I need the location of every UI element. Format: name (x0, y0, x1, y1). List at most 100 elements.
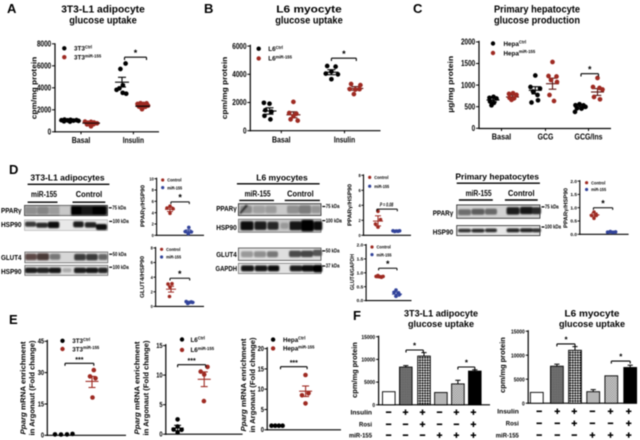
svg-text:15: 15 (156, 341, 162, 350)
svg-text:1000: 1000 (461, 81, 476, 90)
svg-text:6: 6 (152, 199, 155, 204)
svg-text:0: 0 (472, 124, 476, 133)
svg-text:3T3miR-155: 3T3miR-155 (72, 345, 100, 353)
svg-text:P = 0.08: P = 0.08 (380, 202, 394, 208)
svg-text:L6miR-155: L6miR-155 (191, 346, 215, 354)
svg-text:in Argonaut (Fold change): in Argonaut (Fold change) (144, 341, 151, 436)
svg-text:1.0: 1.0 (570, 205, 577, 210)
svg-text:20: 20 (258, 344, 264, 353)
svg-text:cpm/mg protein: cpm/mg protein (30, 56, 39, 119)
svg-text:75 kDa: 75 kDa (545, 205, 559, 211)
svg-text:Control: Control (377, 245, 391, 250)
svg-text:4: 4 (359, 203, 362, 208)
svg-text:3T3-L1 adipocytes: 3T3-L1 adipocytes (30, 172, 104, 182)
svg-text:*: * (134, 48, 138, 58)
svg-text:*: * (564, 336, 568, 345)
svg-text:in Argonaut (Fold change): in Argonaut (Fold change) (29, 341, 36, 436)
svg-text:L6 myocyte: L6 myocyte (276, 5, 342, 16)
svg-text:5000: 5000 (364, 380, 375, 386)
svg-text:15000: 15000 (511, 329, 525, 335)
svg-text:*: * (601, 198, 605, 208)
svg-text:37 kDa: 37 kDa (326, 264, 340, 270)
svg-text:0.5: 0.5 (357, 284, 364, 289)
svg-text:4000: 4000 (232, 70, 247, 79)
svg-text:Basal: Basal (272, 134, 291, 144)
svg-text:5: 5 (159, 400, 162, 409)
svg-text:F: F (353, 308, 361, 323)
svg-text:PPARγ/HSP90: PPARγ/HSP90 (564, 188, 570, 228)
svg-text:10000: 10000 (511, 353, 525, 359)
svg-text:15: 15 (38, 399, 44, 408)
svg-text:Basal: Basal (72, 135, 91, 145)
svg-text:2000: 2000 (461, 38, 476, 47)
svg-text:500: 500 (465, 102, 476, 111)
svg-text:100 kDa: 100 kDa (545, 225, 561, 231)
svg-text:3T3miR-155: 3T3miR-155 (74, 53, 102, 61)
svg-text:in Argonaut (Fold change): in Argonaut (Fold change) (250, 338, 257, 433)
svg-text:50 kDa: 50 kDa (326, 249, 340, 255)
svg-text:Control: Control (287, 190, 314, 199)
svg-text:1500: 1500 (461, 59, 476, 68)
svg-text:HSP90: HSP90 (433, 227, 454, 236)
svg-text:2000: 2000 (37, 106, 52, 115)
svg-text:GCG/Ins: GCG/Ins (575, 131, 603, 141)
svg-text:2: 2 (359, 218, 362, 223)
svg-text:8: 8 (359, 173, 362, 178)
svg-text:HepamiR-155: HepamiR-155 (504, 49, 536, 57)
svg-text:L6 myocyte: L6 myocyte (565, 309, 620, 320)
svg-text:100 kDa: 100 kDa (113, 265, 129, 271)
svg-text:0: 0 (261, 425, 264, 434)
svg-text:Primary hepatocyte: Primary hepatocyte (494, 5, 581, 16)
svg-text:0: 0 (522, 401, 525, 407)
svg-text:75 kDa: 75 kDa (326, 204, 340, 210)
svg-text:4: 4 (151, 275, 154, 280)
svg-text:15000: 15000 (361, 335, 375, 341)
svg-text:*: * (619, 353, 623, 362)
svg-text:HepaCtrl: HepaCtrl (504, 40, 527, 48)
svg-text:100 kDa: 100 kDa (326, 218, 342, 224)
svg-text:***: *** (188, 358, 196, 365)
svg-text:miR-155: miR-155 (496, 432, 519, 439)
svg-text:10: 10 (258, 385, 264, 394)
svg-text:miR-155: miR-155 (31, 190, 57, 199)
svg-text:D: D (9, 162, 18, 177)
svg-text:miR-155: miR-155 (466, 189, 492, 198)
svg-text:glucose uptake: glucose uptake (275, 15, 343, 26)
svg-text:HepaCtrl: HepaCtrl (283, 336, 305, 344)
svg-text:µg/mg protein: µg/mg protein (446, 55, 455, 112)
svg-text:0: 0 (152, 233, 155, 238)
svg-text:5: 5 (261, 405, 264, 414)
svg-text:4000: 4000 (37, 84, 52, 93)
svg-text:10: 10 (156, 371, 162, 380)
svg-text:2.0: 2.0 (357, 243, 364, 248)
svg-text:L6Ctrl: L6Ctrl (268, 45, 283, 53)
svg-text:Insulin: Insulin (123, 135, 144, 145)
svg-text:miR-155: miR-155 (167, 185, 182, 190)
svg-text:*: * (386, 259, 390, 269)
svg-text:0: 0 (159, 430, 162, 439)
svg-text:100 kDa: 100 kDa (113, 219, 129, 225)
svg-text:Control: Control (167, 178, 181, 183)
svg-text:Primary hepatocytes: Primary hepatocytes (455, 172, 539, 182)
svg-text:L6miR-155: L6miR-155 (268, 55, 292, 63)
svg-text:PPARγ: PPARγ (216, 204, 237, 213)
svg-text:6: 6 (151, 260, 154, 265)
svg-text:miR-155: miR-155 (349, 432, 372, 439)
svg-text:HepamiR-155: HepamiR-155 (283, 345, 315, 353)
svg-text:15: 15 (258, 364, 264, 373)
svg-text:A: A (7, 1, 17, 16)
svg-text:2000: 2000 (232, 98, 247, 107)
svg-text:45: 45 (38, 337, 44, 346)
svg-text:***: *** (290, 360, 298, 367)
svg-text:HSP90: HSP90 (216, 223, 237, 232)
svg-text:30: 30 (38, 368, 44, 377)
svg-text:Pparg mRNA enrichment: Pparg mRNA enrichment (20, 341, 27, 435)
svg-text:glucose uptake: glucose uptake (69, 15, 137, 26)
svg-text:Control: Control (166, 247, 180, 252)
svg-text:6: 6 (359, 188, 362, 193)
svg-text:1.5: 1.5 (570, 192, 577, 197)
svg-text:GCG: GCG (538, 131, 554, 141)
svg-text:L6Ctrl: L6Ctrl (191, 336, 205, 344)
svg-text:0: 0 (151, 304, 154, 309)
svg-text:10: 10 (149, 176, 154, 181)
